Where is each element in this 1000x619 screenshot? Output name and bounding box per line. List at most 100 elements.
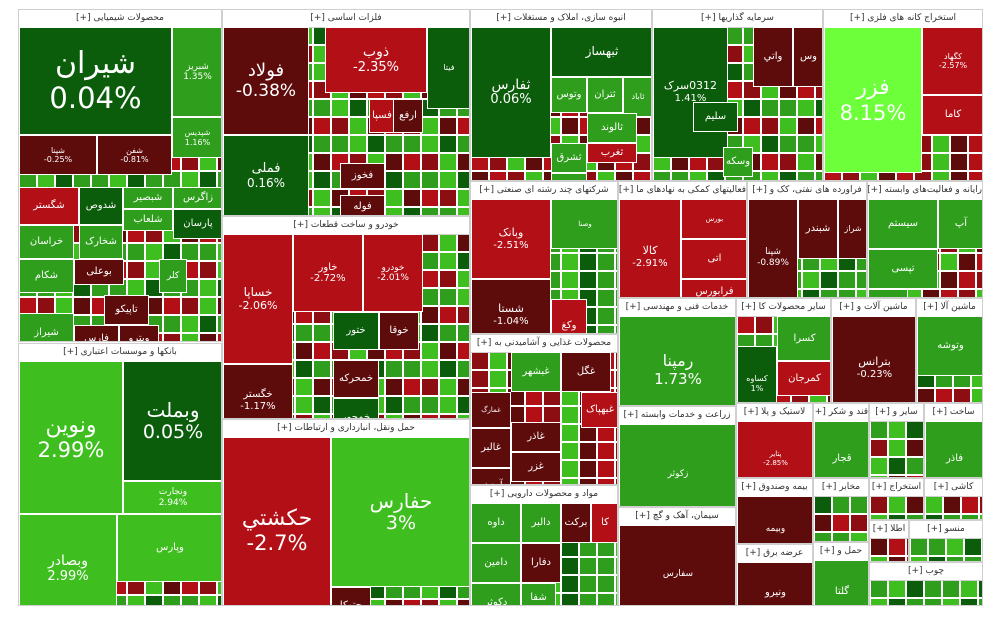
sector-header[interactable]: خودرو و ساخت قطعات [+] (223, 217, 469, 235)
minor-stock-tile[interactable] (978, 580, 982, 598)
minor-stock-tile[interactable] (313, 153, 331, 171)
minor-stock-tile[interactable] (439, 288, 457, 306)
minor-stock-tile[interactable] (217, 243, 221, 261)
minor-stock-tile[interactable] (457, 171, 469, 189)
minor-stock-tile[interactable] (761, 153, 779, 171)
sector-header[interactable]: ماشین آلا [+] (917, 299, 982, 317)
stock-tile[interactable]: شبندر (798, 199, 838, 259)
minor-stock-tile[interactable] (597, 307, 615, 325)
sector-header[interactable]: فلزات اساسی [+] (223, 10, 469, 28)
minor-stock-tile[interactable] (457, 306, 469, 324)
stock-tile[interactable]: شبصیر (123, 187, 173, 209)
minor-stock-tile[interactable] (976, 289, 982, 297)
sector-header[interactable]: انبوه سازی، املاک و مستغلات [+] (471, 10, 651, 28)
minor-stock-tile[interactable] (561, 406, 579, 424)
sector-header[interactable]: مواد و محصولات دارویی [+] (471, 486, 617, 504)
minor-stock-tile[interactable] (313, 360, 331, 378)
stock-tile[interactable]: پتایر -2.85% (737, 421, 812, 477)
stock-tile[interactable]: غاذر (511, 422, 561, 452)
minor-stock-tile[interactable] (217, 333, 221, 341)
minor-stock-tile[interactable] (924, 580, 942, 598)
stock-tile[interactable]: شپنا -0.89% (748, 199, 798, 297)
minor-stock-tile[interactable] (127, 261, 145, 279)
sector-header[interactable]: محصولات شیمیایی [+] (19, 10, 221, 28)
minor-stock-tile[interactable] (385, 360, 403, 378)
minor-stock-tile[interactable] (888, 580, 906, 598)
stock-tile[interactable]: خوقا (379, 312, 419, 350)
minor-stock-tile[interactable] (761, 117, 779, 135)
sector-header[interactable]: استخراج [+] (870, 479, 923, 497)
minor-stock-tile[interactable] (385, 396, 403, 414)
stock-tile[interactable]: کلر (159, 259, 187, 293)
stock-tile[interactable]: خراسان (19, 225, 74, 259)
minor-stock-tile[interactable] (439, 342, 457, 360)
minor-stock-tile[interactable] (457, 153, 469, 171)
minor-stock-tile[interactable] (181, 333, 199, 341)
minor-stock-tile[interactable] (489, 352, 507, 370)
stock-tile[interactable]: حتوکا (331, 587, 371, 605)
sector-header[interactable]: مخابر [+] (814, 479, 868, 497)
minor-stock-tile[interactable] (743, 99, 761, 117)
minor-stock-tile[interactable] (832, 532, 850, 541)
minor-stock-tile[interactable] (421, 135, 439, 153)
minor-stock-tile[interactable] (597, 289, 615, 307)
minor-stock-tile[interactable] (457, 342, 469, 360)
minor-stock-tile[interactable] (615, 171, 633, 180)
stock-tile[interactable]: کمرجان (777, 361, 830, 396)
minor-stock-tile[interactable] (797, 135, 815, 153)
minor-stock-tile[interactable] (906, 580, 924, 598)
minor-stock-tile[interactable] (421, 306, 439, 324)
minor-stock-tile[interactable] (457, 378, 469, 396)
stock-tile[interactable]: وبملت 0.05% (123, 361, 221, 481)
minor-stock-tile[interactable] (489, 171, 507, 180)
minor-stock-tile[interactable] (935, 388, 953, 402)
stock-tile[interactable]: ثشرق (551, 143, 587, 173)
minor-stock-tile[interactable] (968, 153, 982, 171)
minor-stock-tile[interactable] (403, 378, 421, 396)
minor-stock-tile[interactable] (349, 99, 367, 117)
sector-header[interactable]: فراورده های نفتی، کک و [+] (748, 182, 866, 200)
minor-stock-tile[interactable] (421, 396, 439, 414)
minor-stock-tile[interactable] (976, 253, 982, 271)
minor-stock-tile[interactable] (579, 593, 597, 605)
minor-stock-tile[interactable] (561, 271, 579, 289)
minor-stock-tile[interactable] (313, 135, 331, 153)
minor-stock-tile[interactable] (950, 135, 968, 153)
minor-stock-tile[interactable] (217, 297, 221, 315)
minor-stock-tile[interactable] (421, 360, 439, 378)
stock-tile[interactable]: پارسان (173, 209, 221, 239)
minor-stock-tile[interactable] (199, 595, 217, 605)
minor-stock-tile[interactable] (797, 117, 815, 135)
minor-stock-tile[interactable] (870, 580, 888, 598)
minor-stock-tile[interactable] (633, 171, 651, 180)
stock-tile[interactable]: دفارا (521, 543, 561, 583)
minor-stock-tile[interactable] (906, 457, 923, 475)
minor-stock-tile[interactable] (561, 593, 579, 605)
minor-stock-tile[interactable] (439, 135, 457, 153)
stock-tile[interactable]: حکشتي -2.7% (223, 437, 331, 605)
minor-stock-tile[interactable] (561, 557, 579, 575)
minor-stock-tile[interactable] (888, 496, 906, 514)
sector-header[interactable]: حمل و [+] (814, 543, 868, 561)
minor-stock-tile[interactable] (968, 171, 982, 180)
minor-stock-tile[interactable] (888, 598, 906, 605)
minor-stock-tile[interactable] (457, 135, 469, 153)
minor-stock-tile[interactable] (349, 135, 367, 153)
minor-stock-tile[interactable] (439, 378, 457, 396)
minor-stock-tile[interactable] (457, 599, 469, 605)
stock-tile[interactable]: زکوثر (619, 424, 735, 506)
stock-tile[interactable]: شفا (521, 583, 556, 605)
minor-stock-tile[interactable] (779, 153, 797, 171)
minor-stock-tile[interactable] (870, 421, 888, 439)
minor-stock-tile[interactable] (421, 342, 439, 360)
stock-tile[interactable]: ثالوند (587, 113, 637, 143)
minor-stock-tile[interactable] (597, 593, 615, 605)
stock-tile[interactable]: شیران 0.04% (19, 27, 172, 135)
minor-stock-tile[interactable] (403, 153, 421, 171)
stock-tile[interactable]: کگهاد -2.57% (922, 27, 982, 95)
minor-stock-tile[interactable] (181, 243, 199, 261)
stock-tile[interactable]: وپارس (117, 514, 221, 582)
stock-tile[interactable]: خگستر -1.17% (223, 364, 293, 418)
minor-stock-tile[interactable] (932, 153, 950, 171)
minor-stock-tile[interactable] (838, 289, 856, 297)
